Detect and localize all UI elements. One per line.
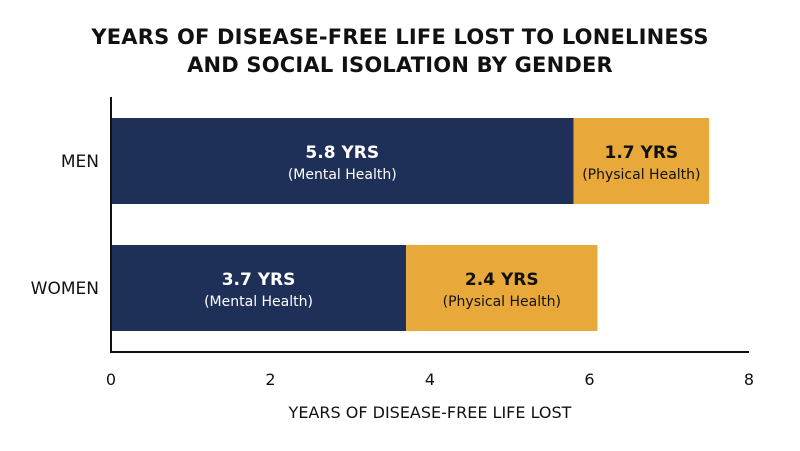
bar-sub-label-men-mental: (Mental Health)	[288, 167, 397, 183]
x-tick-label-4: 4	[425, 370, 435, 389]
bars-layer	[111, 118, 710, 331]
bar-sub-label-women-physical: (Physical Health)	[443, 294, 561, 310]
bar-women-mental	[111, 245, 407, 331]
x-tick-label-8: 8	[744, 370, 754, 389]
x-tick-label-6: 6	[584, 370, 594, 389]
chart-title-line-1: YEARS OF DISEASE-FREE LIFE LOST TO LONEL…	[90, 25, 708, 49]
category-label-men: MEN	[61, 152, 99, 172]
bar-women-physical	[406, 245, 598, 331]
chart-title-line-2: AND SOCIAL ISOLATION BY GENDER	[187, 53, 613, 77]
x-tick-label-2: 2	[265, 370, 275, 389]
bar-value-label-women-mental: 3.7 YRS	[222, 270, 296, 290]
bar-men-mental	[111, 118, 574, 204]
x-tick-label-0: 0	[106, 370, 116, 389]
x-axis-title: YEARS OF DISEASE-FREE LIFE LOST	[288, 403, 572, 422]
bar-labels-layer: 5.8 YRS (Mental Health) 1.7 YRS (Physical H…	[204, 143, 700, 310]
bar-value-label-men-physical: 1.7 YRS	[604, 143, 678, 163]
bar-value-label-men-mental: 5.8 YRS	[305, 143, 379, 163]
bar-sub-label-women-mental: (Mental Health)	[204, 294, 313, 310]
category-labels-layer: MEN WOMEN	[31, 152, 99, 299]
category-label-women: WOMEN	[31, 279, 99, 299]
bar-value-label-women-physical: 2.4 YRS	[465, 270, 539, 290]
x-ticks-layer: 0 2 4 6 8	[106, 370, 754, 389]
bar-men-physical	[573, 118, 710, 204]
bar-sub-label-men-physical: (Physical Health)	[582, 167, 700, 183]
